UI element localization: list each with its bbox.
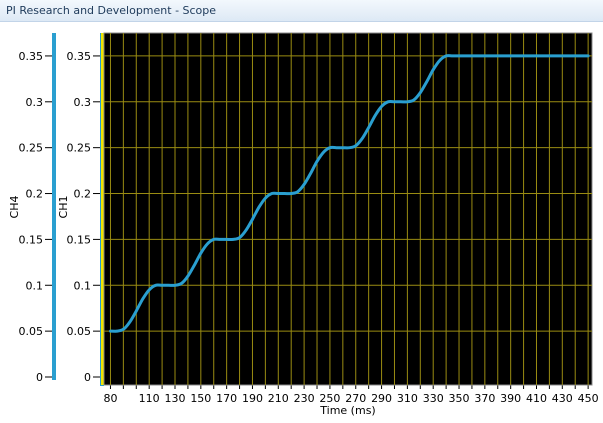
x-tick-label: 80 [103, 392, 117, 405]
ch1-axis-title: CH1 [57, 196, 70, 219]
x-tick-label: 370 [474, 392, 495, 405]
ch1-tick-label: 0 [84, 371, 91, 384]
x-tick-label: 350 [449, 392, 470, 405]
ch1-tick-label: 0.15 [67, 233, 92, 246]
x-tick-label: 110 [139, 392, 160, 405]
x-tick-label: 310 [397, 392, 418, 405]
ch1-trace-line [109, 54, 590, 333]
axes-layer [45, 33, 589, 389]
x-tick-label: 170 [216, 392, 237, 405]
x-axis-title: Time (ms) [319, 404, 375, 417]
x-tick-label: 230 [294, 392, 315, 405]
plot-area[interactable] [103, 32, 593, 386]
x-tick-label: 270 [345, 392, 366, 405]
ch1-tick-label: 0.3 [74, 96, 92, 109]
x-tick-label: 150 [190, 392, 211, 405]
ch4-tick-label: 0.05 [19, 325, 44, 338]
x-tick-label: 390 [500, 392, 521, 405]
ch1-tick-label: 0.1 [74, 279, 92, 292]
ch4-tick-label: 0.35 [19, 50, 44, 63]
ch4-tick-label: 0.2 [26, 188, 44, 201]
x-tick-label: 250 [319, 392, 340, 405]
ch1-tick-label: 0.35 [67, 50, 92, 63]
x-tick-label: 210 [268, 392, 289, 405]
x-tick-label: 430 [552, 392, 573, 405]
ch4-axis-title: CH4 [8, 196, 21, 219]
x-tick-label: 190 [242, 392, 263, 405]
x-tick-label: 410 [526, 392, 547, 405]
x-tick-label: 450 [578, 392, 599, 405]
ch4-tick-label: 0.25 [19, 142, 44, 155]
ch4-tick-label: 0.1 [26, 279, 44, 292]
trace-layer [109, 54, 590, 333]
ch4-tick-label: 0.3 [26, 96, 44, 109]
x-tick-label: 330 [423, 392, 444, 405]
label-layer: 0 0 0.05 0.05 0.1 0.1 0.15 0.15 0.2 0.2 0.25 0.25 0.… [8, 50, 599, 417]
window-title: PI Research and Development - Scope [6, 4, 217, 17]
ch1-tick-label: 0.05 [67, 325, 92, 338]
ch1-tick-label: 0.2 [74, 188, 92, 201]
x-axis-marker-bar [101, 33, 104, 385]
x-tick-label: 290 [371, 392, 392, 405]
ch4-tick-label: 0 [36, 371, 43, 384]
x-tick-label: 130 [165, 392, 186, 405]
grid-layer [104, 33, 592, 385]
ch4-tick-label: 0.15 [19, 233, 44, 246]
ch4-axis-bar [52, 33, 56, 380]
ch1-tick-label: 0.25 [67, 142, 92, 155]
window-titlebar: PI Research and Development - Scope [0, 0, 603, 22]
